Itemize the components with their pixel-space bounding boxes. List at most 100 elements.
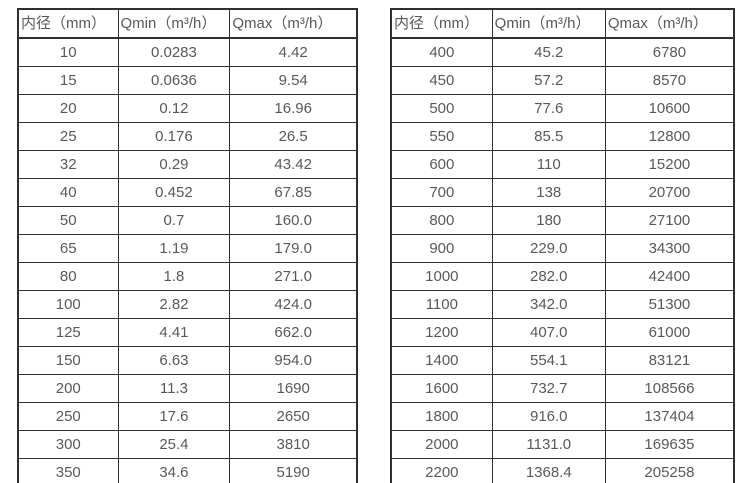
table-row: 550 85.5 12800 xyxy=(390,122,735,151)
cell: 179.0 xyxy=(229,234,358,263)
cell: 550 xyxy=(390,122,493,151)
cell: 600 xyxy=(390,150,493,179)
table-body: 10 0.0283 4.42 15 0.0636 9.54 20 0.12 16.96 25 0.1… xyxy=(17,37,358,483)
table-row: 25 0.176 26.5 xyxy=(17,122,358,151)
cell: 662.0 xyxy=(229,318,358,347)
cell: 2.82 xyxy=(117,290,231,319)
cell: 1.8 xyxy=(117,262,231,291)
table-row: 125 4.41 662.0 xyxy=(17,318,358,347)
cell: 110 xyxy=(491,150,606,179)
table-row: 40 0.452 67.85 xyxy=(17,178,358,207)
column-header-qmin: Qmin（m³/h） xyxy=(117,8,231,39)
table-row: 900 229.0 34300 xyxy=(390,234,735,263)
cell: 250 xyxy=(17,402,119,431)
cell: 34300 xyxy=(604,234,735,263)
cell: 300 xyxy=(17,430,119,459)
table-row: 2200 1368.4 205258 xyxy=(390,458,735,483)
cell: 10 xyxy=(17,37,119,67)
cell: 17.6 xyxy=(117,402,231,431)
column-header-diameter: 内径（mm） xyxy=(390,8,493,39)
cell: 15 xyxy=(17,66,119,95)
table-body: 400 45.2 6780 450 57.2 8570 500 77.6 10600 550 85.… xyxy=(390,37,735,483)
cell: 1100 xyxy=(390,290,493,319)
cell: 1690 xyxy=(229,374,358,403)
cell: 25 xyxy=(17,122,119,151)
column-header-qmax: Qmax（m³/h） xyxy=(229,8,358,39)
cell: 80 xyxy=(17,262,119,291)
cell: 169635 xyxy=(604,430,735,459)
cell: 32 xyxy=(17,150,119,179)
table-row: 1200 407.0 61000 xyxy=(390,318,735,347)
table-row: 1100 342.0 51300 xyxy=(390,290,735,319)
cell: 916.0 xyxy=(491,402,606,431)
column-header-qmin: Qmin（m³/h） xyxy=(491,8,606,39)
cell: 85.5 xyxy=(491,122,606,151)
cell: 954.0 xyxy=(229,346,358,375)
cell: 0.176 xyxy=(117,122,231,151)
cell: 125 xyxy=(17,318,119,347)
table-row: 32 0.29 43.42 xyxy=(17,150,358,179)
table-row: 50 0.7 160.0 xyxy=(17,206,358,235)
cell: 0.0636 xyxy=(117,66,231,95)
cell: 42400 xyxy=(604,262,735,291)
cell: 1400 xyxy=(390,346,493,375)
column-header-qmax: Qmax（m³/h） xyxy=(604,8,735,39)
table-row: 1600 732.7 108566 xyxy=(390,374,735,403)
cell: 61000 xyxy=(604,318,735,347)
table-row: 600 110 15200 xyxy=(390,150,735,179)
header-row: 内径（mm） Qmin（m³/h） Qmax（m³/h） xyxy=(390,8,735,39)
cell: 9.54 xyxy=(229,66,358,95)
table-row: 800 180 27100 xyxy=(390,206,735,235)
cell: 25.4 xyxy=(117,430,231,459)
cell: 180 xyxy=(491,206,606,235)
cell: 4.41 xyxy=(117,318,231,347)
cell: 6780 xyxy=(604,37,735,67)
cell: 108566 xyxy=(604,374,735,403)
column-header-diameter: 内径（mm） xyxy=(17,8,119,39)
flow-rate-table-small-diameters: 内径（mm） Qmin（m³/h） Qmax（m³/h） 10 0.0283 4.42 1… xyxy=(17,8,358,483)
cell: 407.0 xyxy=(491,318,606,347)
table-header: 内径（mm） Qmin（m³/h） Qmax（m³/h） xyxy=(17,8,358,39)
cell: 732.7 xyxy=(491,374,606,403)
header-row: 内径（mm） Qmin（m³/h） Qmax（m³/h） xyxy=(17,8,358,39)
cell: 424.0 xyxy=(229,290,358,319)
cell: 20700 xyxy=(604,178,735,207)
cell: 3810 xyxy=(229,430,358,459)
cell: 900 xyxy=(390,234,493,263)
table-row: 450 57.2 8570 xyxy=(390,66,735,95)
cell: 57.2 xyxy=(491,66,606,95)
cell: 16.96 xyxy=(229,94,358,123)
cell: 400 xyxy=(390,37,493,67)
cell: 1131.0 xyxy=(491,430,606,459)
cell: 27100 xyxy=(604,206,735,235)
table-row: 65 1.19 179.0 xyxy=(17,234,358,263)
cell: 43.42 xyxy=(229,150,358,179)
cell: 2650 xyxy=(229,402,358,431)
table-row: 400 45.2 6780 xyxy=(390,37,735,67)
table-row: 200 11.3 1690 xyxy=(17,374,358,403)
table-row: 500 77.6 10600 xyxy=(390,94,735,123)
cell: 282.0 xyxy=(491,262,606,291)
cell: 2200 xyxy=(390,458,493,483)
cell: 271.0 xyxy=(229,262,358,291)
cell: 150 xyxy=(17,346,119,375)
cell: 342.0 xyxy=(491,290,606,319)
cell: 450 xyxy=(390,66,493,95)
table-row: 2000 1131.0 169635 xyxy=(390,430,735,459)
cell: 0.7 xyxy=(117,206,231,235)
cell: 0.29 xyxy=(117,150,231,179)
cell: 5190 xyxy=(229,458,358,483)
cell: 1000 xyxy=(390,262,493,291)
table-header: 内径（mm） Qmin（m³/h） Qmax（m³/h） xyxy=(390,8,735,39)
cell: 1200 xyxy=(390,318,493,347)
table-row: 20 0.12 16.96 xyxy=(17,94,358,123)
cell: 137404 xyxy=(604,402,735,431)
cell: 40 xyxy=(17,178,119,207)
table-row: 250 17.6 2650 xyxy=(17,402,358,431)
cell: 10600 xyxy=(604,94,735,123)
cell: 50 xyxy=(17,206,119,235)
flow-rate-table-large-diameters: 内径（mm） Qmin（m³/h） Qmax（m³/h） 400 45.2 6780 45… xyxy=(390,8,735,483)
cell: 160.0 xyxy=(229,206,358,235)
cell: 15200 xyxy=(604,150,735,179)
cell: 11.3 xyxy=(117,374,231,403)
